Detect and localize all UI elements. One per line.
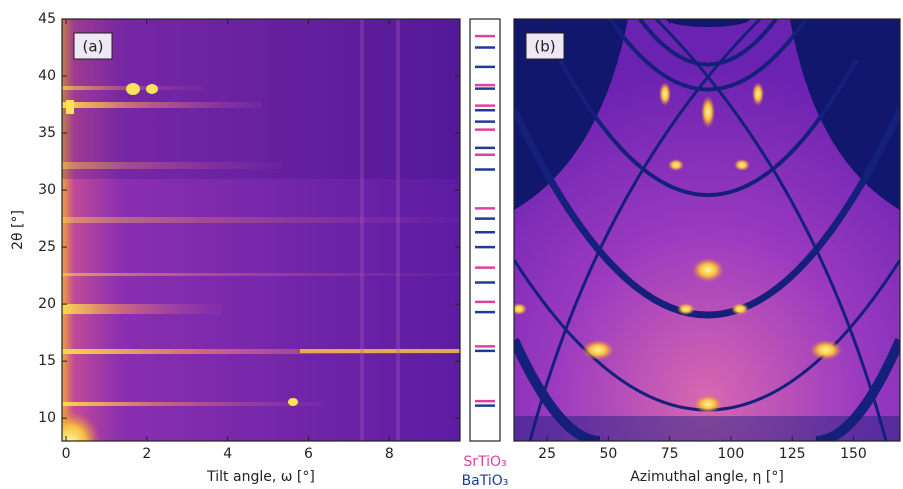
- y-tick-label: 30: [38, 182, 56, 198]
- y-tick-label: 40: [38, 68, 56, 84]
- x-tick-label: 0: [62, 446, 71, 462]
- x-tick-label: 50: [599, 446, 617, 462]
- panel-label: (b): [534, 38, 555, 56]
- y-tick-label: 45: [38, 11, 56, 27]
- y-tick-label: 35: [38, 125, 56, 141]
- plot-frame: [513, 18, 901, 442]
- y-tick-label: 10: [38, 410, 56, 426]
- plot-frame: [61, 18, 461, 442]
- x-tick-label: 25: [538, 446, 556, 462]
- y-tick-label: 20: [38, 296, 56, 312]
- x-axis-label: Azimuthal angle, η [°]: [630, 469, 784, 485]
- x-tick-label: 75: [661, 446, 679, 462]
- panel-label-box: [73, 32, 113, 60]
- x-tick-label: 4: [223, 446, 232, 462]
- plot-frame: [469, 18, 501, 442]
- legend-entry: SrTiO₃: [463, 454, 506, 470]
- heatmap-image-a: [62, 19, 460, 441]
- x-tick-label: 6: [304, 446, 313, 462]
- y-tick-label: 15: [38, 353, 56, 369]
- x-tick-label: 2: [142, 446, 151, 462]
- panel-label-box: [525, 32, 565, 60]
- x-tick-label: 150: [840, 446, 867, 462]
- x-tick-label: 100: [718, 446, 745, 462]
- x-tick-label: 8: [385, 446, 394, 462]
- panel-label: (a): [83, 38, 104, 56]
- x-tick-label: 125: [779, 446, 806, 462]
- y-axis-label: 2θ [°]: [10, 210, 26, 250]
- x-axis-label: Tilt angle, ω [°]: [206, 469, 315, 485]
- y-tick-label: 25: [38, 239, 56, 255]
- legend-entry: BaTiO₃: [462, 473, 509, 489]
- heatmap-image-b: [514, 19, 900, 441]
